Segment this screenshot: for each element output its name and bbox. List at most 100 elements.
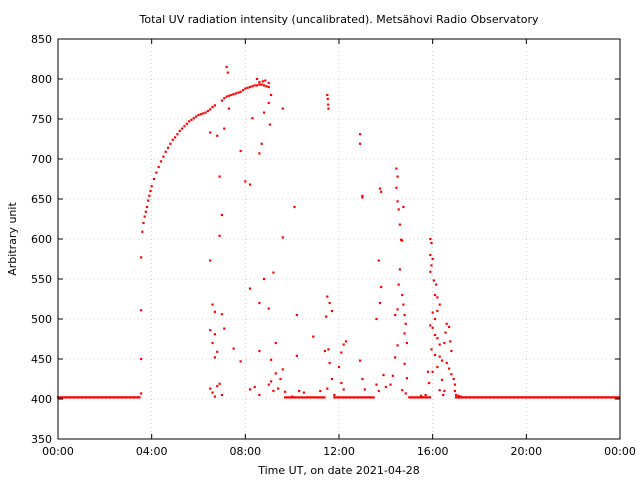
data-point: [504, 396, 507, 399]
data-point: [99, 396, 102, 399]
data-point: [435, 283, 438, 286]
data-point: [494, 396, 497, 399]
data-point: [92, 396, 95, 399]
data-point: [96, 396, 99, 399]
data-point: [588, 396, 591, 399]
data-point: [613, 396, 616, 399]
data-point: [397, 283, 400, 286]
data-point: [127, 396, 130, 399]
data-point: [66, 396, 69, 399]
data-point: [209, 387, 212, 390]
data-point: [61, 396, 64, 399]
data-point: [395, 167, 398, 170]
data-point: [401, 293, 404, 297]
data-point: [269, 358, 273, 361]
data-point: [530, 396, 534, 399]
data-point: [553, 396, 556, 399]
data-point: [394, 313, 397, 317]
data-point: [333, 396, 336, 399]
data-point: [272, 389, 275, 393]
data-point: [269, 93, 273, 97]
x-tick-label: 00:00: [42, 445, 74, 458]
data-point: [401, 389, 404, 392]
data-point: [255, 84, 259, 87]
data-point: [142, 221, 145, 225]
data-point: [277, 387, 280, 390]
data-point: [75, 396, 78, 399]
data-point: [211, 341, 214, 345]
data-point: [599, 396, 602, 399]
data-point: [396, 200, 399, 203]
data-point: [94, 396, 98, 399]
data-point: [337, 365, 341, 369]
data-point: [178, 129, 181, 133]
data-point: [410, 396, 413, 399]
data-point: [397, 208, 400, 211]
data-point: [570, 396, 573, 399]
data-point: [537, 396, 541, 399]
data-point: [262, 277, 266, 281]
data-point: [598, 396, 601, 399]
data-point: [505, 396, 508, 399]
data-point: [469, 396, 472, 399]
data-point: [90, 396, 93, 399]
data-point: [344, 396, 347, 399]
data-point: [402, 303, 405, 306]
data-point: [491, 396, 494, 399]
data-point: [428, 381, 431, 385]
data-point: [253, 84, 256, 87]
data-point: [377, 389, 380, 393]
data-point: [220, 393, 224, 397]
data-point: [239, 90, 242, 93]
data-point: [396, 344, 399, 347]
data-point: [136, 396, 140, 399]
data-point: [453, 383, 457, 386]
data-point: [295, 354, 298, 357]
data-point: [498, 396, 501, 399]
data-point: [293, 205, 296, 209]
data-point: [471, 396, 475, 399]
data-point: [405, 377, 409, 380]
data-point: [281, 236, 284, 239]
data-point: [419, 394, 423, 397]
data-point: [488, 396, 491, 399]
data-point: [415, 396, 418, 399]
data-point: [284, 396, 287, 399]
data-point: [430, 241, 433, 245]
data-point: [264, 79, 267, 82]
data-point: [605, 396, 608, 399]
data-point: [462, 396, 465, 399]
data-point: [616, 396, 619, 399]
data-point: [401, 239, 404, 242]
data-point: [351, 396, 355, 399]
data-point: [344, 340, 348, 343]
data-point: [429, 237, 432, 241]
data-point: [248, 388, 252, 391]
data-point: [226, 71, 229, 74]
data-point: [232, 93, 235, 96]
data-point: [295, 396, 298, 399]
data-point: [372, 396, 375, 399]
data-point: [330, 377, 334, 381]
data-point: [125, 396, 128, 399]
data-point: [197, 113, 200, 117]
data-point: [190, 118, 193, 121]
data-point: [258, 393, 261, 397]
data-point: [72, 396, 75, 399]
data-point: [581, 396, 584, 399]
data-point: [522, 396, 525, 399]
data-point: [547, 396, 550, 399]
data-point: [560, 396, 563, 399]
data-point: [403, 362, 406, 365]
data-point: [169, 142, 172, 145]
data-point: [110, 396, 113, 399]
data-point: [323, 349, 327, 353]
y-tick-label: 750: [31, 113, 52, 126]
data-point: [295, 313, 298, 317]
data-point: [556, 396, 559, 399]
data-point: [536, 396, 539, 399]
data-point: [319, 396, 322, 399]
data-point: [216, 385, 219, 388]
data-point: [550, 396, 553, 399]
data-point: [304, 396, 307, 399]
